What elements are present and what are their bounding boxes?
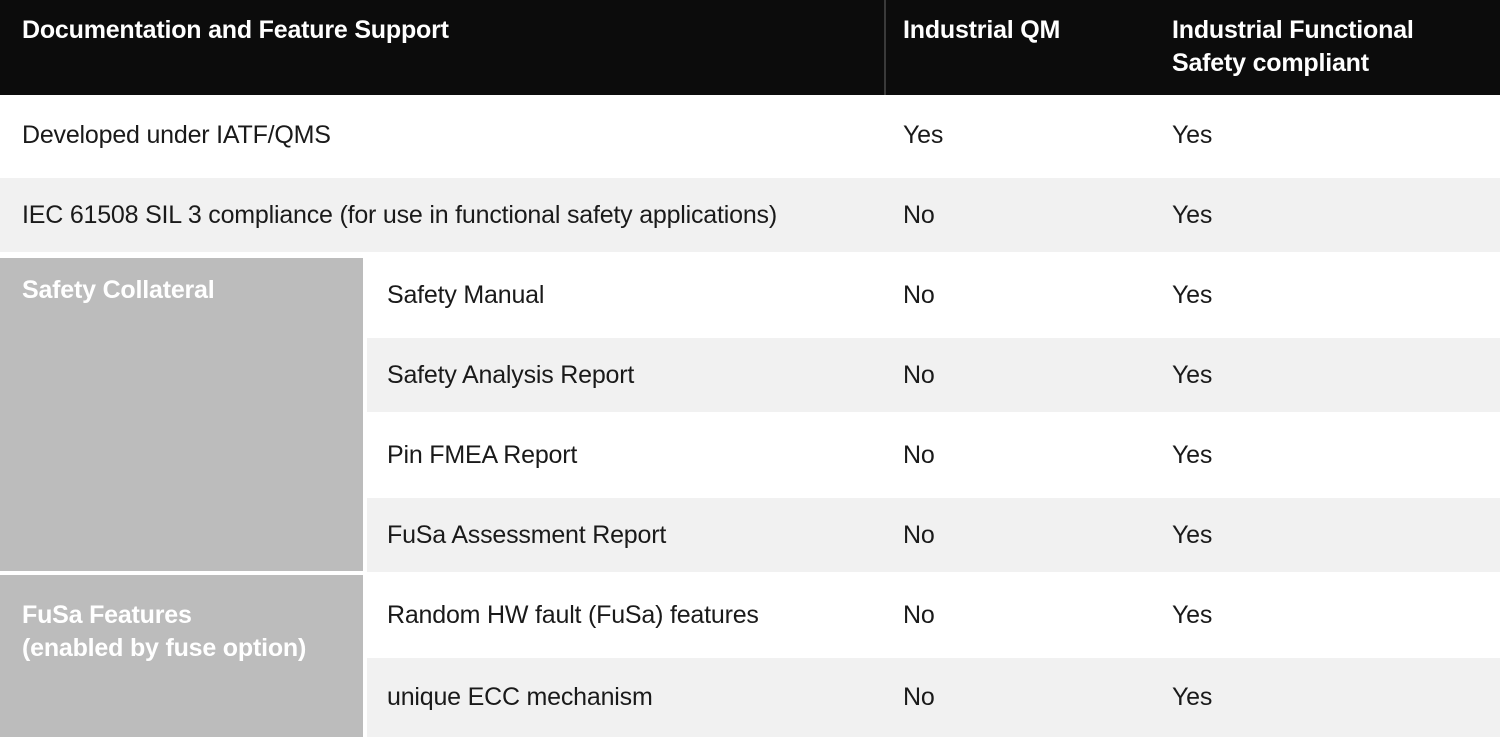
qm-value: Yes [884,95,1152,175]
fusa-value: Yes [1152,575,1500,655]
group-label-fusa-features: FuSa Features (enabled by fuse option) [0,575,367,737]
qm-value: No [884,175,1152,255]
fusa-value: Yes [1152,495,1500,575]
row-label: unique ECC mechanism [367,655,884,737]
fusa-value: Yes [1152,335,1500,415]
fusa-value: Yes [1152,255,1500,335]
header-industrial-qm-column: Industrial QM [884,0,1152,95]
qm-value: No [884,255,1152,335]
qm-value: No [884,655,1152,737]
row-label: Safety Manual [367,255,884,335]
row-label: Random HW fault (FuSa) features [367,575,884,655]
row-label: FuSa Assessment Report [367,495,884,575]
fusa-value: Yes [1152,175,1500,255]
row-label: Developed under IATF/QMS [0,95,884,175]
header-feature-column: Documentation and Feature Support [0,0,884,95]
fusa-value: Yes [1152,415,1500,495]
qm-value: No [884,575,1152,655]
row-label: Safety Analysis Report [367,335,884,415]
qm-value: No [884,335,1152,415]
header-industrial-fusa-column: Industrial Functional Safety compliant [1152,0,1500,95]
qm-value: No [884,415,1152,495]
fusa-value: Yes [1152,95,1500,175]
group-label-safety-collateral: Safety Collateral [0,255,367,575]
row-label: IEC 61508 SIL 3 compliance (for use in f… [0,175,884,255]
qm-value: No [884,495,1152,575]
fusa-value: Yes [1152,655,1500,737]
row-label: Pin FMEA Report [367,415,884,495]
